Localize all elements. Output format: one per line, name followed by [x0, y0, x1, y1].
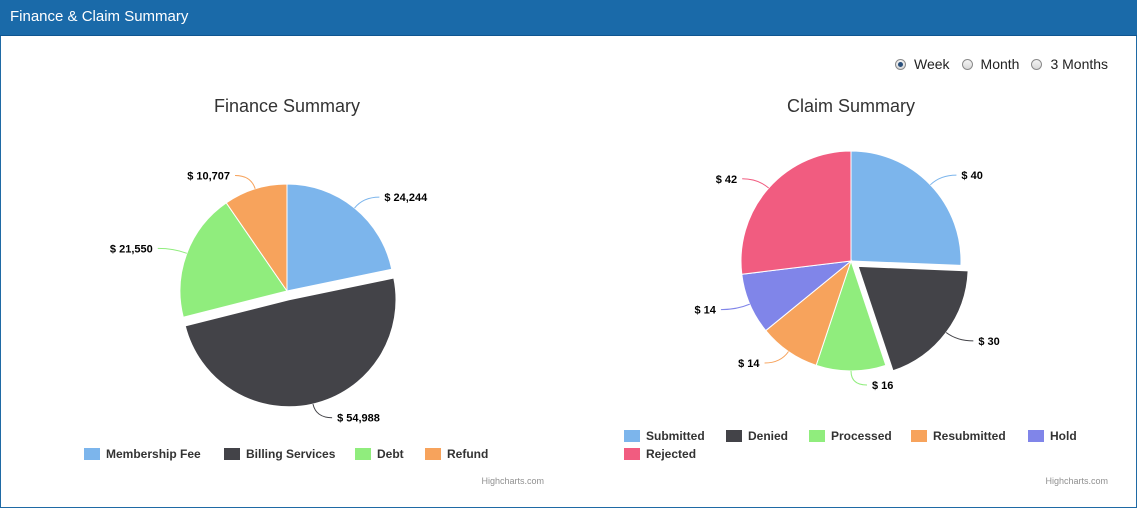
- claim-summary-slices: [740, 150, 969, 372]
- finance-summary-connector-debt: [157, 247, 188, 254]
- finance-summary-data-label-refund: $ 10,707: [187, 170, 230, 182]
- finance-summary-data-label-membership-fee: $ 24,244: [384, 192, 428, 204]
- finance-summary-legend-label-refund: Refund: [447, 447, 488, 461]
- claim-summary-credits[interactable]: Highcharts.com: [1045, 476, 1108, 486]
- claim-summary-legend-item-processed[interactable]: Processed: [809, 429, 892, 443]
- period-option-3-months[interactable]: 3 Months: [1031, 56, 1108, 72]
- claim-summary-chart: Claim Summary $ 40 $ 30 $ 16 $ 14 $ 14 $ 42 Sub…: [624, 96, 1108, 486]
- claim-summary-connector-hold: [720, 303, 750, 311]
- claim-summary-legend-swatch-rejected: [624, 448, 640, 460]
- panel-title: Finance & Claim Summary: [10, 8, 189, 25]
- claim-summary-legend-item-hold[interactable]: Hold: [1028, 429, 1077, 443]
- radio-month[interactable]: [961, 58, 973, 70]
- claim-summary-data-label-processed: $ 16: [872, 380, 893, 392]
- period-option-month[interactable]: Month: [961, 56, 1020, 72]
- claim-summary-connector-resubmitted: [764, 351, 789, 364]
- claim-summary-legend-item-resubmitted[interactable]: Resubmitted: [911, 429, 1006, 443]
- period-label-month: Month: [980, 56, 1020, 72]
- period-selector: Week Month 3 Months: [895, 56, 1120, 72]
- finance-summary-data-label-debt: $ 21,550: [110, 243, 153, 255]
- finance-summary-legend-label-debt: Debt: [377, 447, 404, 461]
- claim-summary-slice-rejected[interactable]: [740, 150, 852, 275]
- claim-summary-data-labels: $ 40 $ 30 $ 16 $ 14 $ 14 $ 42: [695, 170, 1000, 392]
- claim-summary-legend-item-denied[interactable]: Denied: [726, 429, 788, 443]
- finance-summary-legend-item-refund[interactable]: Refund: [425, 447, 488, 461]
- claim-summary-data-label-denied: $ 30: [978, 336, 999, 348]
- period-option-week[interactable]: Week: [895, 56, 950, 72]
- claim-summary-legend-swatch-submitted: [624, 430, 640, 442]
- finance-summary-slice-refund[interactable]: [225, 183, 288, 293]
- claim-summary-data-label-rejected: $ 42: [716, 174, 737, 186]
- claim-summary-slice-submitted[interactable]: [850, 150, 962, 266]
- claim-summary-legend-swatch-processed: [809, 430, 825, 442]
- claim-summary-legend-label-processed: Processed: [831, 429, 892, 443]
- claim-summary-connector-processed: [850, 370, 868, 386]
- claim-summary-data-label-resubmitted: $ 14: [738, 358, 760, 370]
- claim-summary-legend-label-hold: Hold: [1050, 429, 1077, 443]
- claim-summary-legend-swatch-hold: [1028, 430, 1044, 442]
- finance-summary-legend-swatch-membership-fee: [84, 448, 100, 460]
- finance-summary-legend-swatch-refund: [425, 448, 441, 460]
- claim-summary-legend-label-resubmitted: Resubmitted: [933, 429, 1006, 443]
- finance-summary-data-label-billing-services: $ 54,988: [337, 413, 380, 425]
- finance-summary-title: Finance Summary: [214, 96, 360, 116]
- period-label-3-months: 3 Months: [1050, 56, 1109, 72]
- finance-summary-connector-refund: [235, 174, 256, 189]
- claim-summary-legend-label-rejected: Rejected: [646, 447, 696, 461]
- radio-week[interactable]: [895, 58, 906, 70]
- claim-summary-slice-processed[interactable]: [815, 259, 887, 372]
- claim-summary-legend-item-rejected[interactable]: Rejected: [624, 447, 696, 461]
- finance-summary-legend-item-billing-services[interactable]: Billing Services: [224, 447, 336, 461]
- finance-summary-connector-membership-fee: [354, 196, 380, 209]
- finance-summary-legend-item-membership-fee[interactable]: Membership Fee: [84, 447, 201, 461]
- finance-summary-credits[interactable]: Highcharts.com: [481, 476, 544, 486]
- claim-summary-connector-denied: [945, 332, 974, 342]
- claim-summary-data-label-hold: $ 14: [695, 305, 717, 317]
- finance-summary-chart: Finance Summary$ 24,244$ 54,988$ 21,550$…: [84, 96, 544, 486]
- finance-summary-data-labels: $ 24,244 $ 54,988 $ 21,550 $ 10,707: [110, 170, 428, 424]
- finance-summary-legend-label-billing-services: Billing Services: [246, 447, 336, 461]
- claim-summary-data-label-submitted: $ 40: [961, 170, 982, 182]
- finance-summary-slice-billing-services[interactable]: [184, 277, 397, 408]
- claim-summary-legend-swatch-resubmitted: [911, 430, 927, 442]
- claim-summary-legend: Submitted Denied Processed Resubmitted Hold R…: [624, 429, 1077, 461]
- finance-summary-slice-membership-fee[interactable]: [286, 183, 393, 292]
- claim-summary-connector-rejected: [742, 178, 769, 189]
- period-label-week: Week: [914, 56, 950, 72]
- claim-summary-legend-item-submitted[interactable]: Submitted: [624, 429, 705, 443]
- finance-summary-legend-swatch-debt: [355, 448, 371, 460]
- finance-summary-slices: [179, 183, 397, 408]
- claim-summary-title: Claim Summary: [787, 96, 915, 116]
- radio-3-months[interactable]: [1031, 58, 1043, 70]
- finance-summary-legend: Membership Fee Billing Services Debt Refund: [84, 447, 488, 461]
- finance-summary-connector-billing-services: [312, 403, 333, 419]
- claim-summary-legend-swatch-denied: [726, 430, 742, 442]
- finance-summary-legend-swatch-billing-services: [224, 448, 240, 460]
- finance-summary-legend-label-membership-fee: Membership Fee: [106, 447, 201, 461]
- finance-summary-legend-item-debt[interactable]: Debt: [355, 447, 404, 461]
- claim-summary-legend-label-denied: Denied: [748, 429, 788, 443]
- claim-summary-legend-label-submitted: Submitted: [646, 429, 705, 443]
- claim-summary-connector-submitted: [929, 174, 957, 186]
- panel-header: Finance & Claim Summary: [0, 0, 1137, 36]
